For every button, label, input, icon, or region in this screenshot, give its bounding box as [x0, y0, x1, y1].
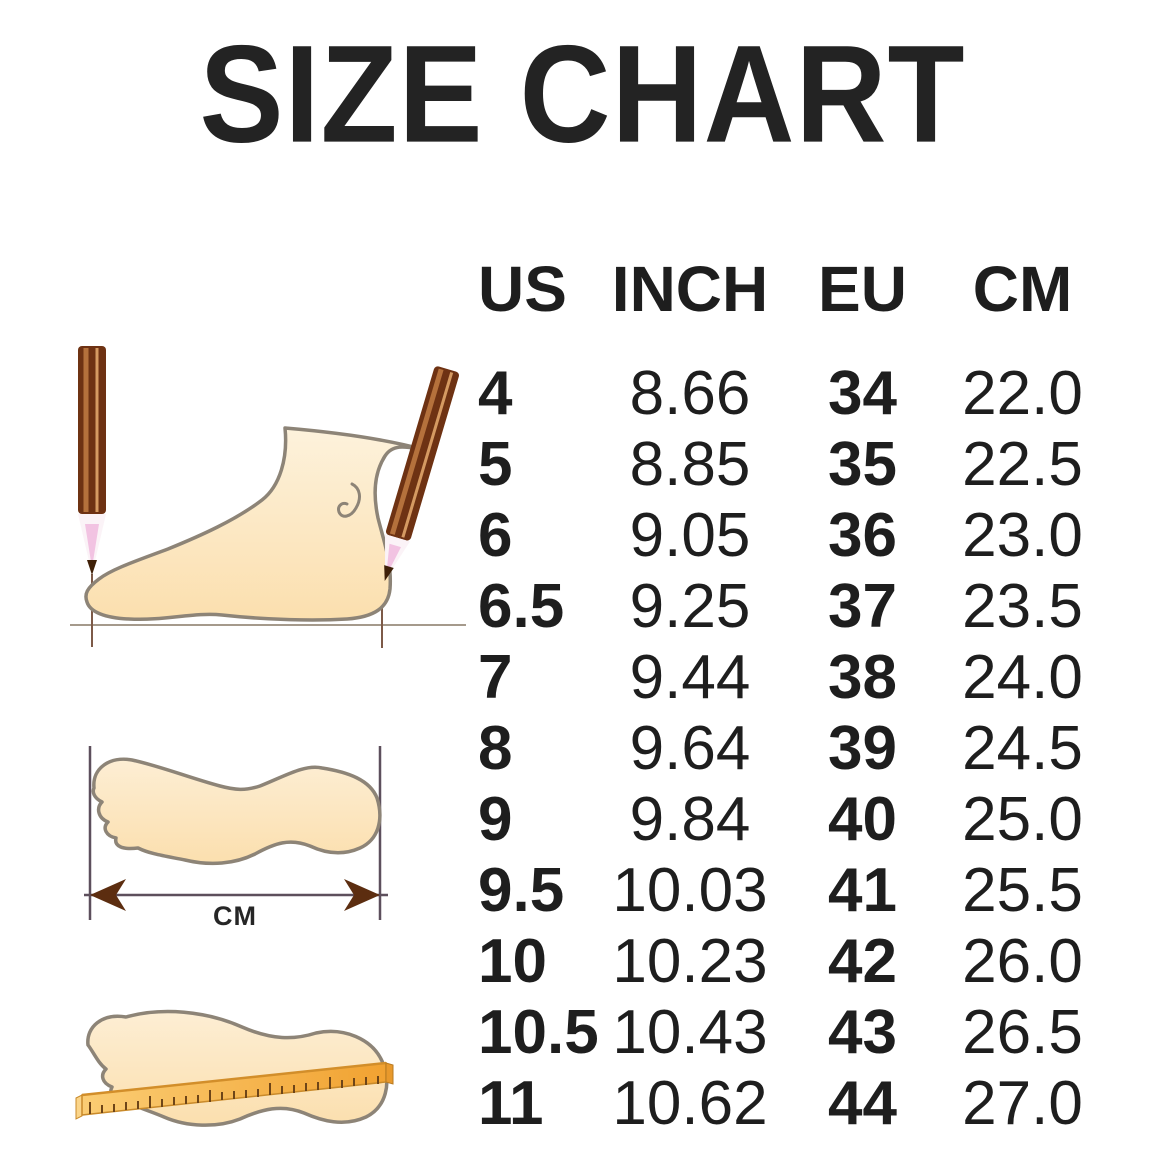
cell-inch: 10.23	[612, 927, 768, 996]
cell-cm: 26.5	[962, 998, 1083, 1067]
cell-eu: 34	[828, 359, 897, 428]
table-row: 9.5 10.03 41 25.5	[470, 855, 1100, 926]
cell-inch: 8.85	[629, 430, 751, 499]
cell-cm: 23.5	[962, 572, 1083, 641]
table-row: 8 9.64 39 24.5	[470, 713, 1100, 784]
cell-inch: 8.66	[629, 359, 751, 428]
cell-us: 9.5	[478, 856, 565, 925]
cell-us: 10.5	[478, 998, 599, 1067]
size-conversion-table: US INCH EU CM 4 8.66 34 22.0 5 8.85 35 22.5 6 9.05 36…	[470, 252, 1100, 1139]
cell-us: 11	[478, 1069, 544, 1138]
cell-cm: 22.5	[962, 430, 1083, 499]
cell-cm: 25.5	[962, 856, 1083, 925]
cell-eu: 35	[828, 430, 897, 499]
cell-eu: 41	[828, 856, 897, 925]
pencil-icon	[78, 346, 106, 575]
cell-eu: 43	[828, 998, 897, 1067]
cell-inch: 9.25	[629, 572, 751, 641]
header-us: US	[478, 253, 567, 325]
cell-eu: 37	[828, 572, 897, 641]
cell-us: 7	[478, 643, 513, 712]
header-inch: INCH	[611, 253, 769, 325]
ankle-detail-line	[337, 482, 361, 518]
foot-side-pencil-measure-icon	[70, 346, 466, 648]
foot-side-icon	[84, 426, 427, 622]
cell-inch: 10.43	[612, 998, 768, 1067]
table-row: 7 9.44 38 24.0	[470, 642, 1100, 713]
cell-inch: 9.64	[629, 714, 751, 783]
table-body: 4 8.66 34 22.0 5 8.85 35 22.5 6 9.05 36 23.0 6.5 9.25…	[470, 358, 1100, 1139]
measure-arrow	[84, 879, 388, 911]
header-cm: CM	[972, 253, 1073, 325]
cell-us: 6.5	[478, 572, 565, 641]
footprint-length-arrow-icon: CM	[84, 746, 388, 931]
cell-cm: 25.0	[962, 785, 1083, 854]
table-row: 5 8.85 35 22.5	[470, 429, 1100, 500]
cell-us: 9	[478, 785, 513, 854]
cell-us: 4	[478, 359, 513, 428]
cell-cm: 24.5	[962, 714, 1083, 783]
page-title: SIZE CHART	[199, 16, 966, 172]
footprint-icon	[91, 757, 382, 866]
table-row: 11 10.62 44 27.0	[470, 1068, 1100, 1139]
cell-inch: 10.03	[612, 856, 768, 925]
cell-us: 8	[478, 714, 513, 783]
table-header-row: US INCH EU CM	[470, 252, 1100, 326]
cell-eu: 38	[828, 643, 897, 712]
cell-eu: 40	[828, 785, 897, 854]
ruler-icon	[75, 1061, 394, 1120]
ruler-ticks	[89, 1076, 379, 1114]
cell-us: 5	[478, 430, 513, 499]
cell-inch: 9.44	[629, 643, 751, 712]
footprint-ruler-icon	[75, 1009, 394, 1127]
table-row: 6.5 9.25 37 23.5	[470, 571, 1100, 642]
table-row: 10 10.23 42 26.0	[470, 926, 1100, 997]
cell-eu: 36	[828, 501, 897, 570]
cell-cm: 23.0	[962, 501, 1083, 570]
table-row: 6 9.05 36 23.0	[470, 500, 1100, 571]
cell-us: 10	[478, 927, 547, 996]
cell-cm: 27.0	[962, 1069, 1083, 1138]
cell-cm: 26.0	[962, 927, 1083, 996]
cell-inch: 10.62	[612, 1069, 768, 1138]
cm-unit-label: CM	[213, 901, 257, 931]
table-row: 9 9.84 40 25.0	[470, 784, 1100, 855]
table-row: 4 8.66 34 22.0	[470, 358, 1100, 429]
cell-us: 6	[478, 501, 513, 570]
cell-eu: 44	[828, 1069, 897, 1138]
cell-eu: 39	[828, 714, 897, 783]
pencil-icon	[384, 366, 459, 581]
cell-eu: 42	[828, 927, 897, 996]
cell-cm: 22.0	[962, 359, 1083, 428]
cell-inch: 9.84	[629, 785, 751, 854]
header-eu: EU	[818, 253, 907, 325]
cell-inch: 9.05	[629, 501, 751, 570]
cell-cm: 24.0	[962, 643, 1083, 712]
table-row: 10.5 10.43 43 26.5	[470, 997, 1100, 1068]
